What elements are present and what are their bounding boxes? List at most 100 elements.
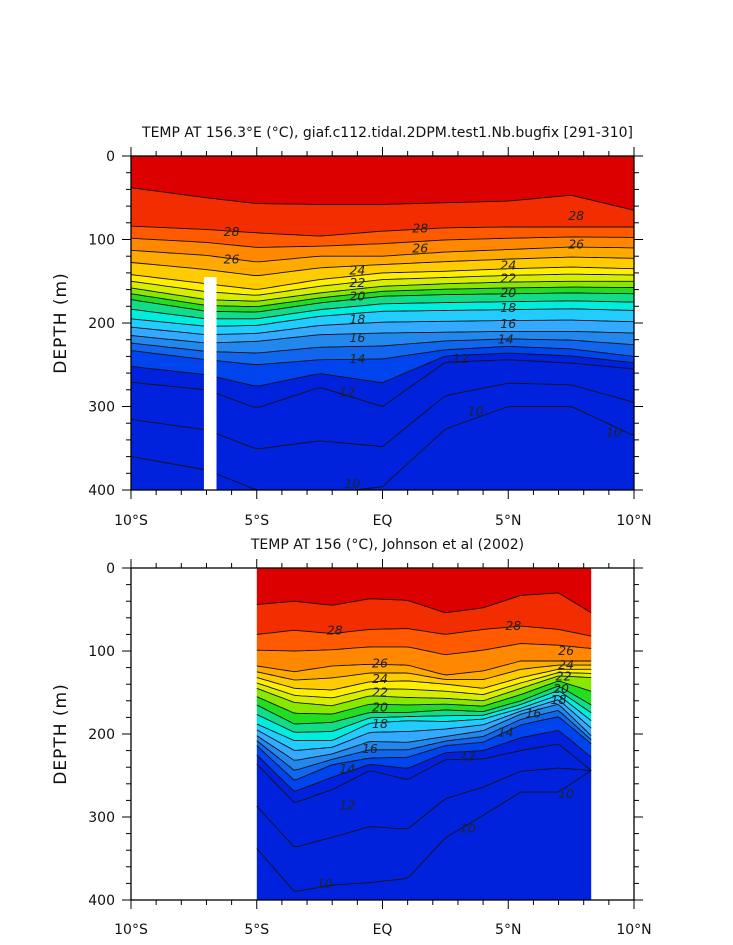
x-tick-label: 5°S [244, 922, 269, 938]
contour-label: 24 [558, 657, 574, 672]
temperature-band [256, 744, 592, 847]
isotherm-line [256, 767, 592, 848]
contour-label: 24 [372, 671, 388, 686]
y-axis-label: DEPTH (m) [51, 272, 71, 373]
temperature-band [131, 353, 634, 408]
temperature-band [131, 346, 634, 386]
isotherm-line [131, 256, 634, 276]
isotherm-line [256, 699, 592, 751]
temperature-band [256, 672, 592, 706]
x-tick-label: 5°S [244, 513, 269, 529]
contour-label: 26 [558, 643, 574, 658]
chart-title: TEMP AT 156 (°C), Johnson et al (2002) [250, 537, 524, 553]
isotherm-line [256, 675, 592, 707]
y-axis-label: DEPTH (m) [51, 683, 71, 784]
contour-label: 22 [349, 275, 365, 290]
y-axis: 0 100 200 300 400 [88, 149, 643, 499]
contour-label: 26 [412, 241, 428, 256]
contour-label: 22 [372, 685, 388, 700]
contour-label: 12 [339, 384, 355, 399]
contour-label: 10 [468, 404, 484, 419]
contour-label: 16 [362, 741, 378, 756]
chart-panel-2: 28 28262422201816141212262422201816141010… [51, 537, 652, 938]
isotherm-line [131, 236, 634, 248]
temperature-band [131, 300, 634, 327]
temperature-band [256, 768, 592, 892]
contour-label: 18 [551, 692, 567, 707]
contour-label: 28 [224, 224, 240, 239]
contour-label: 24 [349, 262, 365, 277]
contour-label: 10 [606, 424, 622, 439]
contour-label: 16 [349, 330, 365, 345]
contour-label: 16 [525, 705, 541, 720]
isotherm-line [256, 668, 592, 691]
contour-label: 28 [412, 221, 428, 236]
contour-label: 12 [339, 797, 355, 812]
contour-label: 22 [500, 271, 516, 286]
isotherm-line [256, 743, 592, 803]
temperature-band [131, 187, 634, 236]
x-axis: 10°S 5°S EQ 5°N 10°N [114, 147, 652, 529]
y-tick-label: 100 [88, 233, 115, 249]
missing-data-gap [203, 277, 217, 490]
temperature-band [256, 643, 592, 675]
temperature-band [131, 247, 634, 276]
x-tick-label: EQ [373, 922, 393, 938]
x-tick-label: 10°N [616, 513, 651, 529]
x-tick-label: 10°N [616, 922, 651, 938]
x-tick-label: 10°S [114, 513, 148, 529]
contour-label: 26 [224, 252, 240, 267]
temperature-band [131, 226, 634, 248]
temperature-band [256, 710, 592, 780]
y-tick-label: 400 [88, 893, 115, 909]
isotherm-line [131, 187, 634, 211]
temperature-band [256, 669, 592, 698]
temperature-band [131, 406, 634, 490]
isotherm-line [131, 246, 634, 263]
isotherm-line [256, 672, 592, 699]
isotherm-line [256, 680, 592, 715]
temperature-band [256, 676, 592, 715]
temperature-band [256, 592, 592, 637]
chart-title: TEMP AT 156.3°E (°C), giaf.c112.tidal.2D… [141, 125, 633, 141]
y-tick-label: 300 [88, 400, 115, 416]
x-tick-label: 10°S [114, 922, 148, 938]
contour-label: 12 [453, 351, 469, 366]
contour-label: 24 [500, 257, 516, 272]
contour-label: 28 [327, 622, 343, 637]
temperature-band [131, 274, 634, 302]
contour-label: 26 [372, 655, 388, 670]
x-axis: 10°S 5°S EQ 5°N 10°N [114, 559, 652, 938]
isotherm-line [256, 592, 592, 614]
chart-panel-1: 2826282628262422201816141224222018161412… [51, 125, 652, 529]
isotherm-line [256, 625, 592, 637]
contour-field: 28 28262422201816141212262422201816141010… [256, 568, 592, 900]
contour-label: 10 [317, 876, 333, 891]
x-tick-label: EQ [373, 513, 393, 529]
contour-label: 14 [498, 332, 514, 347]
contour-label: 18 [349, 312, 365, 327]
temperature-band [131, 338, 634, 365]
x-tick-label: 5°N [495, 922, 521, 938]
y-tick-label: 0 [106, 149, 115, 165]
contour-label: 14 [498, 724, 514, 739]
isotherm-line [256, 710, 592, 771]
temperature-band [131, 383, 634, 490]
contour-label: 10 [344, 476, 360, 491]
temperature-band [256, 695, 592, 751]
isotherm-line [256, 716, 592, 781]
temperature-band [256, 686, 592, 733]
contour-label: 14 [349, 351, 365, 366]
temperature-band [131, 320, 634, 343]
temperature-band [131, 237, 634, 262]
contour-label: 16 [500, 316, 516, 331]
x-tick-label: 5°N [495, 513, 521, 529]
contour-label: 26 [568, 237, 584, 252]
isotherm-line [256, 685, 592, 725]
isotherm-line [256, 690, 592, 733]
contour-label: 20 [553, 681, 569, 696]
temperature-band [256, 626, 592, 655]
temperature-band [256, 568, 592, 613]
contour-label: 10 [460, 821, 476, 836]
contour-label: 10 [558, 786, 574, 801]
